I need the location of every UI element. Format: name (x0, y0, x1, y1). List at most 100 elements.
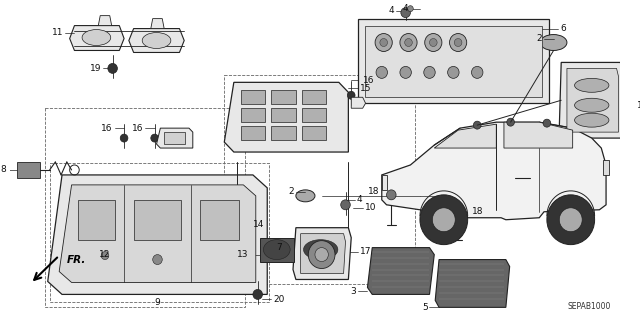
Polygon shape (301, 238, 342, 262)
Polygon shape (293, 228, 351, 279)
Circle shape (425, 33, 442, 51)
Polygon shape (48, 175, 268, 294)
Bar (241, 90, 266, 104)
Circle shape (543, 119, 550, 127)
Text: 3: 3 (350, 287, 356, 296)
Circle shape (101, 252, 109, 260)
Text: 18: 18 (369, 187, 380, 197)
Ellipse shape (575, 78, 609, 92)
Bar (241, 108, 266, 122)
Ellipse shape (540, 34, 567, 50)
Ellipse shape (303, 240, 338, 260)
Text: 16: 16 (132, 124, 143, 133)
Text: 6: 6 (560, 24, 566, 33)
Polygon shape (559, 63, 622, 138)
Text: 2: 2 (536, 34, 542, 43)
Polygon shape (504, 122, 573, 148)
Polygon shape (382, 122, 606, 220)
Polygon shape (367, 248, 435, 294)
Ellipse shape (575, 98, 609, 112)
Circle shape (153, 255, 163, 264)
Polygon shape (382, 175, 387, 190)
Text: 20: 20 (273, 295, 284, 304)
Bar (45, 108, 245, 307)
Circle shape (376, 66, 387, 78)
Circle shape (387, 190, 396, 200)
Polygon shape (59, 185, 256, 282)
Circle shape (408, 6, 413, 12)
Bar (271, 126, 296, 140)
Text: 10: 10 (365, 203, 376, 212)
Circle shape (400, 33, 417, 51)
Circle shape (375, 33, 392, 51)
Polygon shape (301, 234, 346, 273)
Text: 12: 12 (99, 250, 111, 259)
Polygon shape (604, 160, 609, 175)
Ellipse shape (296, 190, 315, 202)
Circle shape (400, 66, 412, 78)
Ellipse shape (264, 240, 290, 260)
Polygon shape (78, 200, 115, 240)
Circle shape (472, 66, 483, 78)
Polygon shape (567, 68, 618, 132)
Bar (241, 126, 266, 140)
Polygon shape (70, 26, 124, 50)
Circle shape (447, 66, 459, 78)
Text: 19: 19 (90, 64, 101, 73)
Polygon shape (129, 29, 184, 52)
Circle shape (559, 208, 582, 232)
Circle shape (348, 91, 355, 99)
Circle shape (547, 195, 595, 245)
Bar (271, 108, 296, 122)
Circle shape (315, 248, 328, 262)
Polygon shape (435, 260, 509, 307)
Text: 2: 2 (289, 187, 294, 197)
Polygon shape (260, 238, 294, 262)
Bar (301, 90, 326, 104)
Text: 5: 5 (422, 303, 428, 312)
Polygon shape (435, 124, 496, 148)
Polygon shape (99, 16, 111, 26)
Circle shape (401, 8, 410, 18)
Text: 18: 18 (472, 207, 483, 216)
Text: SEPAB1000: SEPAB1000 (568, 302, 611, 311)
Circle shape (451, 210, 461, 220)
Text: 11: 11 (51, 28, 63, 37)
Circle shape (429, 39, 437, 47)
Ellipse shape (575, 113, 609, 127)
Bar (224, 75, 415, 285)
Circle shape (449, 33, 467, 51)
Bar (271, 90, 296, 104)
Circle shape (433, 208, 455, 232)
Bar (358, 19, 548, 103)
Text: 16: 16 (363, 76, 374, 85)
Text: 8: 8 (0, 166, 6, 174)
Text: 16: 16 (101, 124, 113, 133)
Text: 4: 4 (403, 4, 408, 13)
Polygon shape (17, 162, 40, 178)
Bar (50, 163, 269, 302)
Circle shape (108, 63, 117, 73)
Text: 14: 14 (253, 220, 264, 229)
Circle shape (424, 66, 435, 78)
Circle shape (308, 241, 335, 269)
Circle shape (507, 118, 515, 126)
Text: 4: 4 (388, 6, 394, 15)
Circle shape (380, 39, 387, 47)
Text: 7: 7 (276, 243, 282, 252)
Circle shape (253, 289, 262, 300)
Circle shape (120, 134, 128, 142)
Ellipse shape (142, 33, 171, 48)
Circle shape (420, 195, 468, 245)
Polygon shape (351, 97, 365, 108)
Text: 9: 9 (155, 298, 161, 307)
Polygon shape (151, 19, 164, 29)
Ellipse shape (82, 30, 111, 46)
Text: 13: 13 (237, 250, 248, 259)
Polygon shape (134, 200, 181, 240)
Polygon shape (200, 200, 239, 240)
Text: 17: 17 (360, 247, 371, 256)
Text: FR.: FR. (67, 255, 86, 264)
Bar (365, 26, 542, 97)
Bar (164, 132, 185, 144)
